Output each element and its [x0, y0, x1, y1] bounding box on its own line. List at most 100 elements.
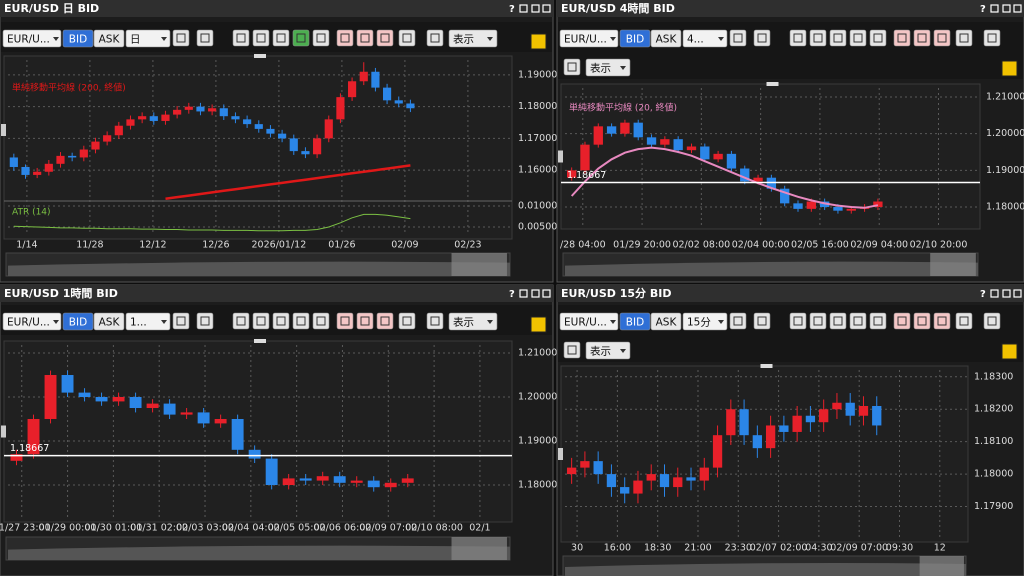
timeframe-select-box[interactable] [682, 312, 728, 331]
layout-icon[interactable] [1001, 60, 1018, 77]
tool-button[interactable] [232, 312, 250, 330]
display-button[interactable]: 表示 [590, 62, 611, 75]
timeframe-select-box[interactable] [125, 312, 171, 331]
window-control[interactable] [519, 4, 528, 13]
window-control[interactable] [531, 4, 540, 13]
help-icon[interactable]: ? [980, 289, 986, 300]
tool-button[interactable] [563, 341, 581, 359]
navigator-window[interactable] [451, 253, 507, 276]
ask-button[interactable]: ASK [99, 317, 121, 329]
navigator-window[interactable] [930, 253, 976, 276]
tool-button[interactable] [729, 29, 747, 47]
tool-button[interactable] [252, 29, 270, 47]
window-control[interactable] [519, 289, 528, 298]
tool-button[interactable] [893, 29, 911, 47]
tool-button[interactable] [729, 312, 747, 330]
timeframe-select[interactable]: 1... [130, 317, 147, 329]
window-control[interactable] [531, 289, 540, 298]
ask-button[interactable]: ASK [99, 34, 121, 46]
bid-button-box[interactable] [619, 29, 651, 48]
tool-button[interactable] [356, 29, 374, 47]
pair-select[interactable]: EUR/U... [7, 317, 50, 329]
timeframe-select-box[interactable] [682, 29, 728, 48]
layout-icon[interactable] [530, 33, 547, 50]
display-button[interactable]: 表示 [453, 316, 474, 329]
window-control[interactable] [990, 289, 999, 298]
bid-button[interactable]: BID [626, 34, 644, 46]
tool-button[interactable] [983, 29, 1001, 47]
bid-button-box[interactable] [62, 312, 94, 331]
tool-button[interactable] [312, 29, 330, 47]
pair-select[interactable]: EUR/U... [564, 34, 607, 46]
tool-button[interactable] [809, 29, 827, 47]
bid-button-box[interactable] [619, 312, 651, 331]
tool-button[interactable] [753, 29, 771, 47]
ask-button-box[interactable] [93, 312, 125, 331]
navigator-window[interactable] [919, 556, 964, 576]
pair-select-box[interactable] [2, 312, 62, 331]
tool-button[interactable] [376, 29, 394, 47]
ask-button-box[interactable] [650, 29, 682, 48]
tool-button[interactable] [172, 312, 190, 330]
tool-button[interactable] [356, 312, 374, 330]
layout-icon[interactable] [530, 316, 547, 333]
pair-select[interactable]: EUR/U... [7, 34, 50, 46]
window-control[interactable] [1013, 289, 1022, 298]
tool-button[interactable] [913, 312, 931, 330]
tool-button[interactable] [849, 312, 867, 330]
bid-button[interactable]: BID [626, 317, 644, 329]
tool-button[interactable] [563, 58, 581, 76]
tool-button[interactable] [272, 29, 290, 47]
tool-button[interactable] [398, 29, 416, 47]
navigator-window[interactable] [451, 537, 507, 560]
timeframe-select[interactable]: 4... [687, 34, 704, 46]
tool-button[interactable] [933, 312, 951, 330]
window-control[interactable] [990, 4, 999, 13]
display-button-box[interactable] [585, 58, 631, 77]
window-control[interactable] [1013, 4, 1022, 13]
window-control[interactable] [542, 289, 551, 298]
timeframe-select[interactable]: 日 [130, 34, 141, 46]
pair-select-box[interactable] [2, 29, 62, 48]
tool-button[interactable] [252, 312, 270, 330]
display-button-box[interactable] [585, 341, 631, 360]
ask-button-box[interactable] [93, 29, 125, 48]
tool-button[interactable] [232, 29, 250, 47]
window-control[interactable] [1002, 4, 1011, 13]
help-icon[interactable]: ? [509, 289, 515, 300]
tool-button[interactable] [869, 29, 887, 47]
ask-button[interactable]: ASK [656, 317, 678, 329]
help-icon[interactable]: ? [980, 4, 986, 15]
tool-button[interactable] [426, 29, 444, 47]
display-button[interactable]: 表示 [453, 33, 474, 46]
bid-button[interactable]: BID [69, 34, 87, 46]
layout-icon[interactable] [1001, 343, 1018, 360]
tool-button[interactable] [272, 312, 290, 330]
help-icon[interactable]: ? [509, 4, 515, 15]
tool-button[interactable] [292, 29, 310, 47]
tool-button[interactable] [196, 312, 214, 330]
timeframe-select-box[interactable] [125, 29, 171, 48]
tool-button[interactable] [933, 29, 951, 47]
tool-button[interactable] [829, 312, 847, 330]
tool-button[interactable] [955, 312, 973, 330]
tool-button[interactable] [955, 29, 973, 47]
display-button-box[interactable] [448, 29, 498, 48]
pair-select-box[interactable] [559, 29, 619, 48]
window-control[interactable] [542, 4, 551, 13]
ask-button-box[interactable] [650, 312, 682, 331]
tool-button[interactable] [196, 29, 214, 47]
window-control[interactable] [1002, 289, 1011, 298]
tool-button[interactable] [172, 29, 190, 47]
tool-button[interactable] [809, 312, 827, 330]
tool-button[interactable] [292, 312, 310, 330]
ask-button[interactable]: ASK [656, 34, 678, 46]
bid-button[interactable]: BID [69, 317, 87, 329]
pair-select-box[interactable] [559, 312, 619, 331]
tool-button[interactable] [336, 312, 354, 330]
tool-button[interactable] [983, 312, 1001, 330]
tool-button[interactable] [312, 312, 330, 330]
tool-button[interactable] [829, 29, 847, 47]
display-button-box[interactable] [448, 312, 498, 331]
tool-button[interactable] [789, 312, 807, 330]
